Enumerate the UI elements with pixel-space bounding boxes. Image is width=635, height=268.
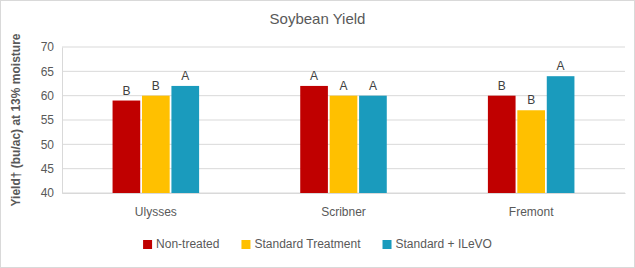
legend-item: Standard Treatment [241, 237, 361, 251]
title: Soybean Yield [270, 10, 366, 27]
x-tick: Ulysses [135, 193, 177, 219]
significance-letter: A [369, 79, 377, 93]
y-tick: 65 [41, 65, 62, 79]
y-axis: 40 45 50 55 60 65 70 [41, 40, 63, 200]
legend-label: Standard + ILeVO [396, 237, 492, 251]
legend-swatch [383, 240, 392, 249]
y-tick-label: 50 [41, 138, 55, 152]
grid-line [62, 71, 625, 72]
y-tick: 60 [41, 89, 62, 103]
y-tick-label: 65 [41, 65, 55, 79]
legend-item: Non-treated [143, 237, 219, 251]
bar [547, 76, 575, 193]
y-tick-label: 60 [41, 89, 55, 103]
x-tick: Fremont [509, 193, 554, 219]
x-tick: Scribner [321, 193, 366, 219]
x-tick-label: Scribner [321, 205, 366, 219]
significance-letter: A [181, 69, 189, 83]
significance-letter: B [122, 84, 130, 98]
bar [359, 96, 387, 193]
x-axis-line [63, 193, 626, 194]
x-tick-label: Ulysses [135, 205, 177, 219]
bar [142, 96, 170, 193]
grid-line [62, 47, 625, 48]
significance-letter: A [339, 79, 347, 93]
y-axis-line [62, 48, 63, 194]
bar [113, 101, 141, 193]
y-tick: 45 [41, 162, 62, 176]
y-axis-title: Yield† (bu/ac) at 13% moisture [9, 33, 23, 206]
legend-swatch [241, 240, 250, 249]
chart-frame [1, 1, 635, 268]
y-tick: 55 [41, 113, 62, 127]
y-tick-label: 40 [41, 186, 55, 200]
x-tick-label: Fremont [509, 205, 554, 219]
significance-letter: B [152, 79, 160, 93]
bar [300, 86, 328, 193]
y-tick-label: 55 [41, 113, 55, 127]
legend: Non-treated Standard Treatment Standard + … [143, 237, 492, 251]
y-tick: 70 [41, 40, 62, 54]
y-tick-label: 70 [41, 40, 55, 54]
bar [517, 110, 545, 193]
chart: 40 45 50 55 60 65 70 B A B B A B A A A Ulysses Scribner Fr… [0, 0, 635, 268]
legend-swatch [143, 240, 152, 249]
legend-item: Standard + ILeVO [383, 237, 492, 251]
bars [113, 76, 575, 193]
y-tick: 50 [41, 138, 62, 152]
significance-letter: B [527, 93, 535, 107]
bar [171, 86, 199, 193]
y-tick-label: 45 [41, 162, 55, 176]
significance-letter: B [498, 79, 506, 93]
plot: 40 45 50 55 60 65 70 B A B B A B A A A Ulysses Scribner Fr… [41, 40, 626, 218]
legend-label: Standard Treatment [254, 237, 361, 251]
letters: B A B B A B A A A [122, 59, 564, 107]
bar [330, 96, 358, 193]
significance-letter: A [310, 69, 318, 83]
legend-label: Non-treated [156, 237, 219, 251]
bar [488, 96, 516, 193]
grid [62, 47, 625, 193]
x-axis: Ulysses Scribner Fremont [63, 193, 626, 219]
y-tick: 40 [41, 186, 62, 200]
significance-letter: A [557, 59, 565, 73]
